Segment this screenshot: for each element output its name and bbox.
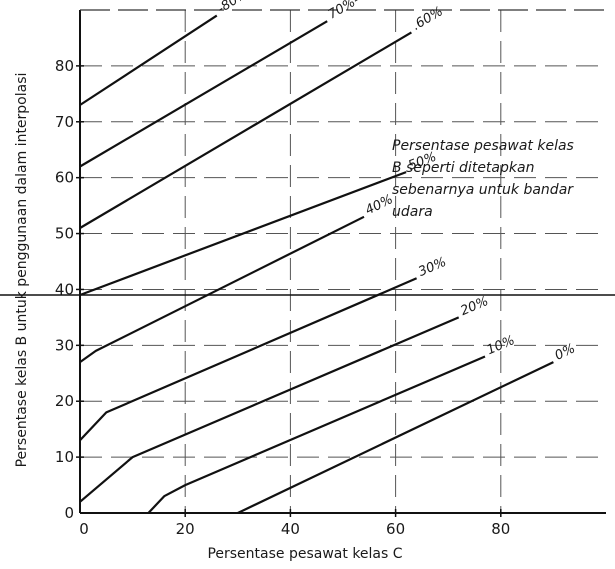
curve-label-8: 0% <box>553 341 578 363</box>
y-tick-label-20: 20 <box>55 392 74 410</box>
curve-7 <box>147 355 486 514</box>
x-tick-label-0: 0 <box>79 520 89 538</box>
y-tick-label-80: 80 <box>55 57 74 75</box>
curve-3 <box>79 171 407 297</box>
curve-5 <box>79 277 418 442</box>
y-tick-label-40: 40 <box>55 280 74 298</box>
series-lines <box>79 14 554 514</box>
x-tick-label-80: 80 <box>491 520 510 538</box>
y-tick-label-10: 10 <box>55 448 74 466</box>
note-line-4: udara <box>392 204 433 220</box>
y-tick-label-50: 50 <box>55 225 74 243</box>
grid <box>80 10 606 513</box>
curve-label-5: 30% <box>416 255 448 280</box>
curve-label-6: 20% <box>458 294 490 319</box>
curve-0 <box>79 14 218 106</box>
curve-1 <box>79 20 328 168</box>
x-tick-label-20: 20 <box>176 520 195 538</box>
curve-label-4: 40% <box>363 192 396 218</box>
note-line-1: Persentase pesawat kelas <box>392 138 574 154</box>
curve-label-0: -80% <box>215 0 251 17</box>
y-axis-title: Persentase kelas B untuk penggunaan dala… <box>14 73 30 468</box>
curve-8 <box>237 361 554 514</box>
x-tick-label-60: 60 <box>386 520 405 538</box>
curve-label-2: .60% <box>410 4 446 34</box>
note-line-2: B seperti ditetapkan <box>392 160 534 176</box>
axes <box>0 9 615 517</box>
y-tick-label-70: 70 <box>55 113 74 131</box>
y-tick-label-30: 30 <box>55 336 74 354</box>
note-line-3: sebenarnya untuk bandar <box>392 182 574 198</box>
curve-4 <box>79 215 365 363</box>
curve-2 <box>79 31 412 229</box>
y-tick-label-0: 0 <box>64 504 74 522</box>
annotation-note: Persentase pesawat kelas B seperti ditet… <box>392 138 574 220</box>
tick-labels: 0 10 20 30 40 50 60 70 80 0 20 40 60 80 <box>55 57 510 538</box>
x-axis-title: Persentase pesawat kelas C <box>207 546 402 562</box>
x-tick-label-40: 40 <box>281 520 300 538</box>
curve-label-1: 70%- <box>326 0 363 23</box>
curve-6 <box>79 316 460 503</box>
y-tick-label-60: 60 <box>55 169 74 187</box>
